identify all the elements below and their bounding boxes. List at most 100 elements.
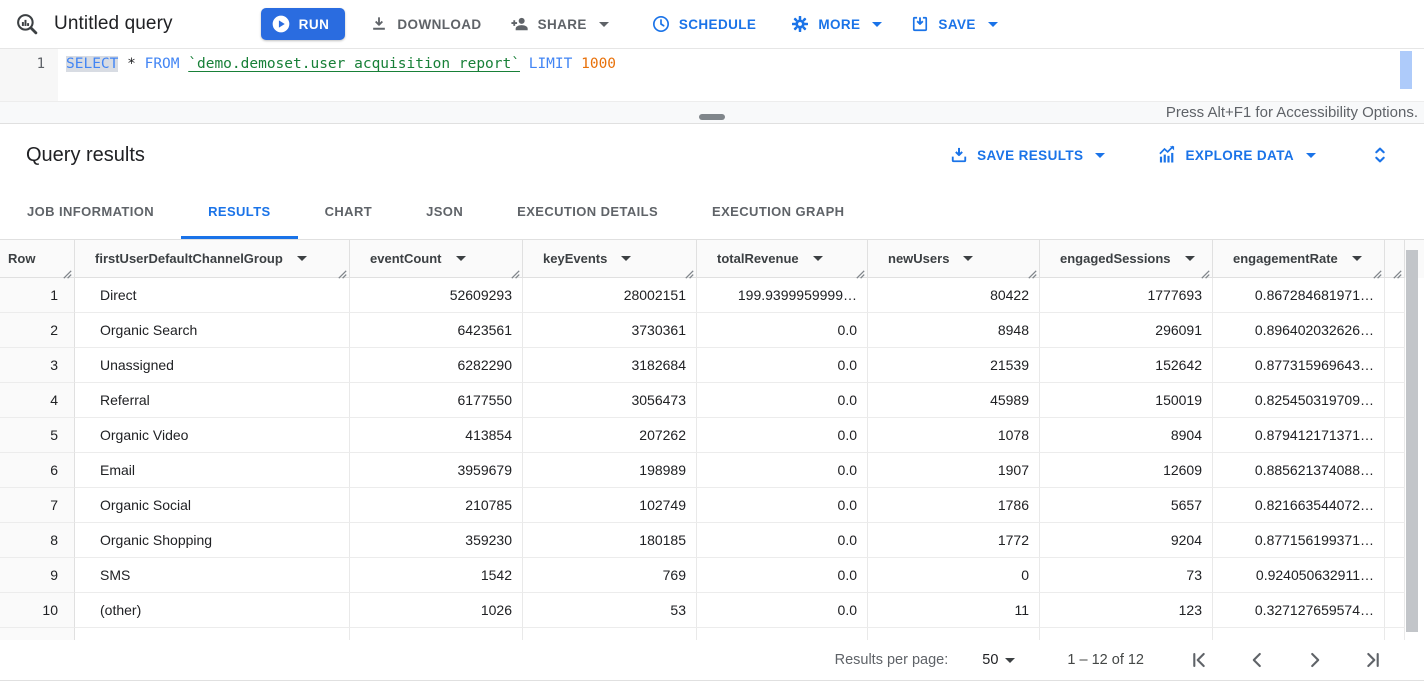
cell-row: 7 <box>0 488 75 523</box>
column-label: firstUserDefaultChannelGroup <box>95 251 283 266</box>
column-label: eventCount <box>370 251 442 266</box>
column-menu-caret-icon[interactable] <box>296 256 307 261</box>
chevron-left-icon <box>1245 648 1269 672</box>
column-resize-grip-icon[interactable] <box>1028 266 1037 279</box>
spacer-cell <box>1385 558 1405 593</box>
column-menu-caret-icon[interactable] <box>812 256 823 261</box>
column-menu-caret-icon[interactable] <box>455 256 466 261</box>
column-header-eventcount[interactable]: eventCount <box>350 240 523 279</box>
sql-token-plain: * <box>118 56 145 72</box>
column-header-row[interactable]: Row <box>0 240 75 279</box>
column-header-totalrevenue[interactable]: totalRevenue <box>697 240 868 279</box>
cell-firstuserdefaultchannelgroup: Direct <box>75 278 350 313</box>
share-button[interactable]: SHARE <box>504 8 615 40</box>
more-button[interactable]: MORE <box>784 8 888 40</box>
cell-keyevents: 3182684 <box>523 348 697 383</box>
column-header-firstuserdefaultchannelgroup[interactable]: firstUserDefaultChannelGroup <box>75 240 350 279</box>
column-resize-grip-icon[interactable] <box>1393 266 1402 279</box>
first-page-button[interactable] <box>1186 647 1212 673</box>
table-row: 1 Direct 52609293 28002151 199.9399959999… 80… <box>0 278 1424 313</box>
table-scrollbar[interactable] <box>1406 250 1418 632</box>
cell-engagedsessions: 150019 <box>1040 383 1213 418</box>
column-menu-caret-icon[interactable] <box>963 256 974 261</box>
schedule-label: SCHEDULE <box>678 16 757 32</box>
column-resize-grip-icon[interactable] <box>1373 266 1382 279</box>
column-resize-grip-icon[interactable] <box>338 266 347 279</box>
cell-firstuserdefaultchannelgroup: SMS <box>75 558 350 593</box>
column-header-engagementrate[interactable]: engagementRate <box>1213 240 1385 279</box>
run-button[interactable]: RUN <box>260 8 346 40</box>
column-resize-grip-icon[interactable] <box>511 266 520 279</box>
tab-bar: JOB INFORMATION RESULTS CHART JSON EXECUTION… <box>0 186 1424 240</box>
cell-totalrevenue: 0.0 <box>697 523 868 558</box>
cell-engagementrate: 0.924050632911… <box>1213 558 1385 593</box>
sql-token-number: 1000 <box>581 56 617 72</box>
play-circle-icon <box>271 14 291 34</box>
spacer-cell <box>1385 418 1405 453</box>
save-results-icon <box>949 145 969 165</box>
column-menu-caret-icon[interactable] <box>1184 256 1195 261</box>
save-label: SAVE <box>938 16 976 32</box>
cell-engagementrate: 0.896402032626… <box>1213 313 1385 348</box>
download-icon <box>369 14 389 34</box>
schedule-button[interactable]: SCHEDULE <box>645 8 762 40</box>
save-results-button[interactable]: SAVE RESULTS <box>943 139 1111 171</box>
sql-token-table-link[interactable]: `demo.demoset.user_acquisition_report` <box>188 56 520 72</box>
chevron-right-icon <box>1303 648 1327 672</box>
table-row: 10 (other) 1026 53 0.0 11 123 0.327127659574… <box>0 593 1424 628</box>
page-size-select[interactable]: 50 <box>982 652 1016 668</box>
cell-eventcount: 1542 <box>350 558 523 593</box>
accessibility-hint: Press Alt+F1 for Accessibility Options. <box>1165 104 1418 121</box>
column-label: engagedSessions <box>1060 251 1171 266</box>
tab-execution-details[interactable]: EXECUTION DETAILS <box>517 204 659 219</box>
table-row: 7 Organic Social 210785 102749 0.0 1786 5657 0.… <box>0 488 1424 523</box>
cell-row: 9 <box>0 558 75 593</box>
explore-data-button[interactable]: EXPLORE DATA <box>1151 139 1322 171</box>
cell-totalrevenue: 0.0 <box>697 313 868 348</box>
column-label: totalRevenue <box>717 251 799 266</box>
cell-newusers: 45989 <box>868 383 1040 418</box>
cell-keyevents: 769 <box>523 558 697 593</box>
sql-editor[interactable]: 1 SELECT * FROM `demo.demoset.user_acqui… <box>0 48 1424 101</box>
column-menu-caret-icon[interactable] <box>1351 256 1362 261</box>
run-label: RUN <box>298 16 330 32</box>
column-menu-caret-icon[interactable] <box>621 256 632 261</box>
previous-page-button[interactable] <box>1244 647 1270 673</box>
pane-resize-handle[interactable] <box>699 114 725 120</box>
column-resize-grip-icon[interactable] <box>856 266 865 279</box>
cell-totalrevenue: 0.0 <box>697 558 868 593</box>
column-resize-grip-icon[interactable] <box>63 266 72 279</box>
last-page-icon <box>1361 648 1385 672</box>
column-resize-grip-icon[interactable] <box>685 266 694 279</box>
last-page-button[interactable] <box>1360 647 1386 673</box>
cell-totalrevenue: 0.0 <box>697 348 868 383</box>
page-range-label: 1 – 12 of 12 <box>1067 652 1144 668</box>
page-size-value: 50 <box>982 652 999 668</box>
editor-scrollbar[interactable] <box>1400 51 1412 89</box>
cell-totalrevenue: 0.0 <box>697 383 868 418</box>
save-button[interactable]: SAVE <box>904 8 1003 40</box>
tab-results[interactable]: RESULTS <box>181 186 298 239</box>
next-page-button[interactable] <box>1302 647 1328 673</box>
cell-engagementrate: 0.867284681971… <box>1213 278 1385 313</box>
column-resize-grip-icon[interactable] <box>1201 266 1210 279</box>
chevron-down-icon <box>1095 152 1106 158</box>
table-row: 4 Referral 6177550 3056473 0.0 45989 150019 0.8… <box>0 383 1424 418</box>
expand-results-button[interactable] <box>1362 137 1398 173</box>
tab-execution-graph[interactable]: EXECUTION GRAPH <box>712 204 845 219</box>
cell-eventcount: 210785 <box>350 488 523 523</box>
chevron-down-icon <box>987 21 998 27</box>
column-header-engagedsessions[interactable]: engagedSessions <box>1040 240 1213 279</box>
column-header-keyevents[interactable]: keyEvents <box>523 240 697 279</box>
cell-eventcount: 6177550 <box>350 383 523 418</box>
download-button[interactable]: DOWNLOAD <box>363 8 487 40</box>
tab-chart[interactable]: CHART <box>324 204 373 219</box>
column-header-newusers[interactable]: newUsers <box>868 240 1040 279</box>
cell-keyevents: 3056473 <box>523 383 697 418</box>
tab-job-information[interactable]: JOB INFORMATION <box>27 204 155 219</box>
cell-eventcount: 52609293 <box>350 278 523 313</box>
cell-row: 1 <box>0 278 75 313</box>
tab-json[interactable]: JSON <box>426 204 464 219</box>
cell-row: 2 <box>0 313 75 348</box>
sql-code-line[interactable]: SELECT * FROM `demo.demoset.user_acquisi… <box>58 49 616 101</box>
